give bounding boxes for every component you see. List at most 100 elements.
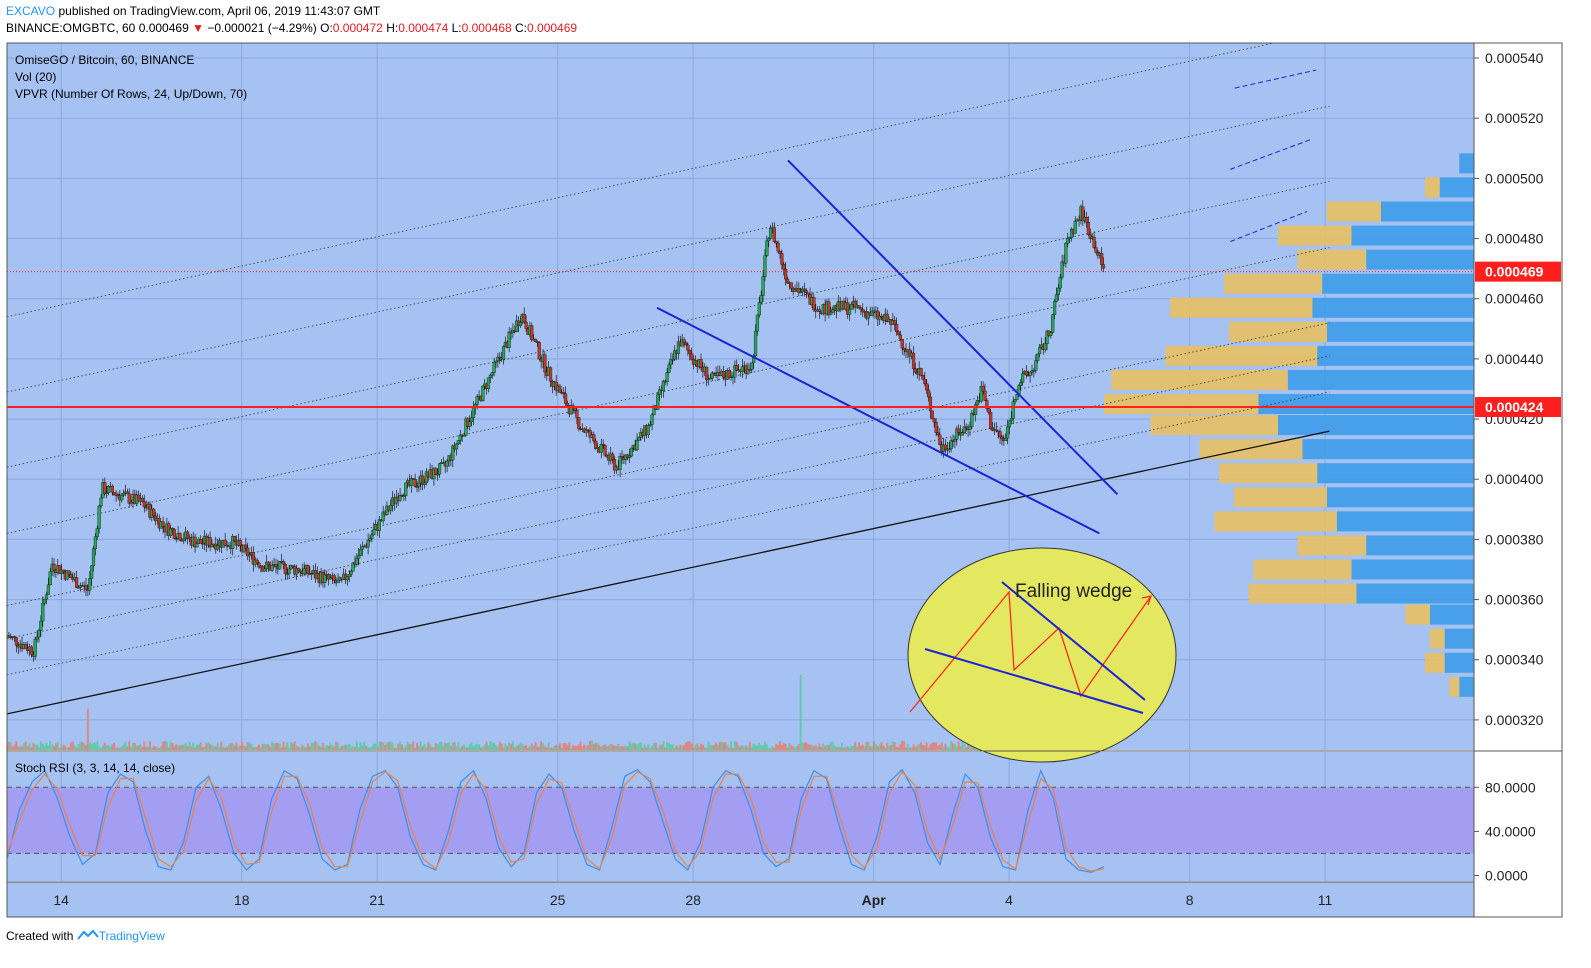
volume-bar <box>402 747 405 750</box>
volume-bar <box>350 746 353 750</box>
volume-bar <box>587 744 590 750</box>
volume-bar <box>325 745 328 750</box>
volume-bar <box>184 742 187 750</box>
candle-body <box>772 227 776 242</box>
volume-bar <box>607 745 610 750</box>
channel-lines <box>7 43 1330 715</box>
volume-bar <box>737 745 740 750</box>
volume-bar <box>137 745 140 750</box>
price-change: −0.000021 (−4.29%) <box>207 21 317 35</box>
candle-body <box>490 372 494 376</box>
volume-bar <box>901 741 904 750</box>
volume-bar <box>671 744 674 750</box>
volume-bar <box>145 747 148 750</box>
candle-body <box>601 443 605 446</box>
volume-bar <box>649 747 652 750</box>
candle-body <box>1013 399 1017 402</box>
volume-bar <box>867 741 870 750</box>
candle-body <box>627 455 632 459</box>
candle-body <box>650 414 654 425</box>
volume-bar <box>692 747 695 750</box>
volume-bar <box>908 747 911 750</box>
symbol-name: BINANCE:OMGBTC, 60 <box>6 21 136 35</box>
volume-bar <box>54 743 57 750</box>
volume-bar <box>291 743 294 750</box>
candle-body <box>780 253 784 265</box>
volume-bar <box>90 744 93 750</box>
volume-bar <box>212 746 215 750</box>
volume-bar <box>352 746 355 750</box>
volume-bar <box>109 746 112 750</box>
volume-bar <box>267 744 270 750</box>
price-tick-label: 0.000380 <box>1485 531 1544 547</box>
vpvr-up-bar <box>1429 604 1474 625</box>
volume-bar <box>19 746 22 750</box>
candle-body <box>690 353 694 360</box>
volume-bar <box>111 744 114 750</box>
author-link[interactable]: EXCAVO <box>6 4 56 18</box>
low-label: L: <box>451 21 462 35</box>
price-tick-label: 0.000320 <box>1485 712 1544 728</box>
volume-bar <box>461 746 464 750</box>
volume-bar <box>190 746 193 750</box>
volume-bar <box>573 745 576 750</box>
candle-body <box>1032 370 1036 372</box>
volume-bar <box>107 745 110 750</box>
candle-body <box>1009 418 1013 421</box>
volume-bar <box>713 744 716 750</box>
volume-bar <box>416 743 419 750</box>
candle-body <box>669 358 673 366</box>
candle-body <box>289 565 293 570</box>
volume-bar <box>94 742 97 750</box>
volume-bar <box>590 741 593 750</box>
falling-wedge-annotation[interactable]: Falling wedge <box>907 547 1177 763</box>
volume-bar <box>528 746 531 750</box>
volume-bar <box>831 741 834 750</box>
volume-bar <box>205 743 208 750</box>
candle-body <box>216 545 220 550</box>
candle-body <box>594 440 598 449</box>
candle-body <box>1015 394 1019 400</box>
volume-bar <box>241 741 244 750</box>
time-tick-label: 4 <box>1005 892 1013 908</box>
candle-body <box>185 531 190 539</box>
candle-body <box>35 636 39 640</box>
candle-body <box>246 547 250 557</box>
candle-body <box>812 297 816 310</box>
volume-bar <box>555 744 558 750</box>
rsi-axis: 80.0000 40.0000 0.0000 <box>1474 779 1536 883</box>
candle-body <box>116 493 120 496</box>
candle-body <box>847 309 852 315</box>
candle-body <box>1034 360 1038 371</box>
volume-bar <box>726 745 729 750</box>
volume-bar <box>207 742 210 750</box>
volume-bar <box>950 741 953 750</box>
candle-body <box>169 528 173 536</box>
tradingview-link[interactable]: TradingView <box>98 929 165 943</box>
vpvr-up-bar <box>1366 535 1474 556</box>
volume-bar <box>380 741 383 750</box>
volume-bar <box>34 744 37 750</box>
volume-bar <box>15 741 18 750</box>
candle-body <box>757 302 761 316</box>
candle-body <box>255 559 259 564</box>
volume-bar <box>863 746 866 750</box>
volume-bar <box>280 747 283 750</box>
volume-bar <box>197 744 200 750</box>
candle-body <box>1100 252 1104 265</box>
volume-bar <box>786 747 789 750</box>
candle-body <box>797 288 801 293</box>
volume-bar <box>466 747 469 750</box>
candle-body <box>943 444 948 450</box>
volume-bar <box>538 746 541 750</box>
symbol-line: BINANCE:OMGBTC, 60 0.000469 ▼ −0.000021 … <box>6 21 577 35</box>
volume-bar <box>24 741 27 750</box>
candle-body <box>530 325 534 340</box>
price-axis-bg[interactable] <box>1474 43 1562 917</box>
volume-bar <box>558 743 561 750</box>
candle-body <box>125 491 129 494</box>
volume-bar <box>871 745 874 750</box>
volume-bar <box>654 742 657 750</box>
volume-bar <box>66 747 69 750</box>
